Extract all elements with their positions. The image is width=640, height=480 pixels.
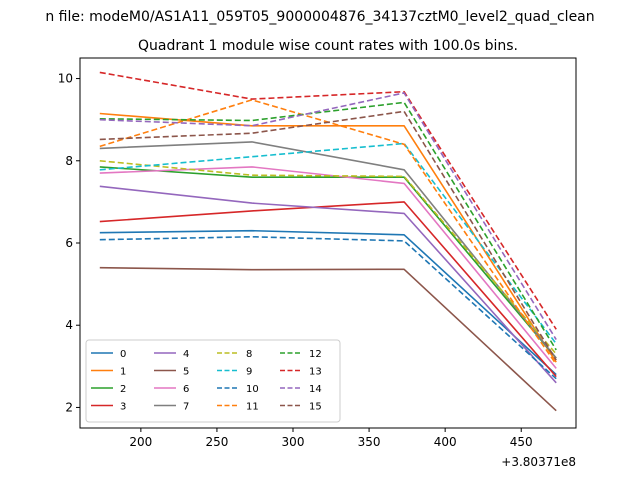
- series-line-0: [99, 229, 557, 376]
- chart-title: Quadrant 1 module wise count rates with …: [138, 38, 518, 54]
- y-tick-label: 4: [65, 318, 73, 332]
- series-line-3: [99, 201, 557, 378]
- x-tick-label: 350: [358, 435, 381, 449]
- legend-label-5: 5: [183, 367, 189, 378]
- legend-label-13: 13: [309, 367, 322, 378]
- legend-label-6: 6: [183, 384, 189, 395]
- series-line-2: [99, 166, 557, 359]
- legend-label-1: 1: [120, 367, 126, 378]
- legend-label-2: 2: [120, 384, 126, 395]
- legend-label-3: 3: [120, 402, 126, 413]
- x-tick-label: 400: [434, 435, 457, 449]
- legend-label-0: 0: [120, 349, 126, 360]
- x-tick-label: 300: [282, 435, 305, 449]
- series-line-10: [99, 236, 557, 380]
- y-tick-label: 8: [65, 154, 73, 168]
- series-line-4: [99, 185, 557, 384]
- chart-suptitle: n file: modeM0/AS1A11_059T05_9000004876_…: [45, 9, 594, 25]
- x-offset-label: +3.80371e8: [501, 455, 576, 469]
- legend-label-12: 12: [309, 349, 322, 360]
- x-tick-label: 200: [129, 435, 152, 449]
- series-line-9: [99, 142, 557, 345]
- legend-box: [85, 339, 341, 423]
- series-line-7: [99, 141, 557, 359]
- x-tick-label: 450: [510, 435, 533, 449]
- legend-label-15: 15: [309, 402, 322, 413]
- series-line-13: [99, 71, 557, 330]
- series-line-6: [99, 166, 557, 369]
- y-tick-label: 2: [65, 400, 73, 414]
- series-line-5: [99, 266, 557, 412]
- legend-label-8: 8: [246, 349, 252, 360]
- series-line-15: [99, 110, 557, 361]
- legend-label-14: 14: [309, 384, 322, 395]
- legend-label-9: 9: [246, 367, 252, 378]
- legend-label-10: 10: [246, 384, 259, 395]
- legend-label-4: 4: [183, 349, 189, 360]
- legend-label-7: 7: [183, 402, 189, 413]
- legend-label-11: 11: [246, 402, 259, 413]
- y-tick-label: 10: [58, 72, 73, 86]
- y-tick-label: 6: [65, 236, 73, 250]
- series-line-14: [99, 92, 557, 341]
- x-tick-label: 250: [205, 435, 228, 449]
- series-line-8: [99, 160, 557, 355]
- series-line-12: [99, 101, 557, 351]
